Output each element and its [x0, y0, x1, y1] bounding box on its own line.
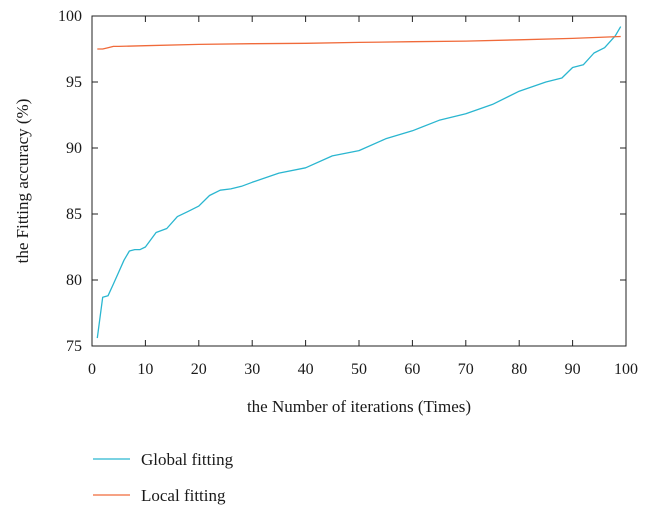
series-layer: [96, 26, 622, 339]
y-axis: 75 80 85 90 95 100: [58, 8, 626, 355]
x-tick-label: 70: [458, 361, 474, 378]
local-fitting-line: [97, 35, 621, 50]
x-tick-label: 0: [88, 361, 96, 378]
global-fitting-line: [96, 26, 622, 339]
x-tick-label: 90: [565, 361, 581, 378]
global-fitting-legend-label: Global fitting: [141, 450, 234, 469]
y-tick-label: 75: [66, 338, 82, 355]
x-tick-label: 30: [244, 361, 260, 378]
plot-frame: [91, 15, 627, 347]
x-tick-label: 60: [404, 361, 420, 378]
y-tick-label: 100: [58, 8, 82, 25]
local-fitting-legend-label: Local fitting: [141, 486, 226, 505]
x-tick-label: 80: [511, 361, 527, 378]
x-tick-label: 10: [137, 361, 153, 378]
y-tick-label: 80: [66, 272, 82, 289]
plot-border: [91, 15, 627, 347]
y-tick-label: 85: [66, 206, 82, 223]
y-axis-label: the Fitting accuracy (%): [13, 99, 32, 264]
x-tick-label: 100: [614, 361, 638, 378]
legend: Global fitting Local fitting: [93, 450, 234, 505]
x-tick-label: 20: [191, 361, 207, 378]
x-tick-label: 40: [298, 361, 314, 378]
x-tick-label: 50: [351, 361, 367, 378]
x-axis-label: the Number of iterations (Times): [247, 397, 471, 416]
y-tick-label: 90: [66, 140, 82, 157]
x-axis: 0 10 20 30 40 50 60 70 80 90 100: [88, 16, 638, 378]
y-tick-label: 95: [66, 74, 82, 91]
